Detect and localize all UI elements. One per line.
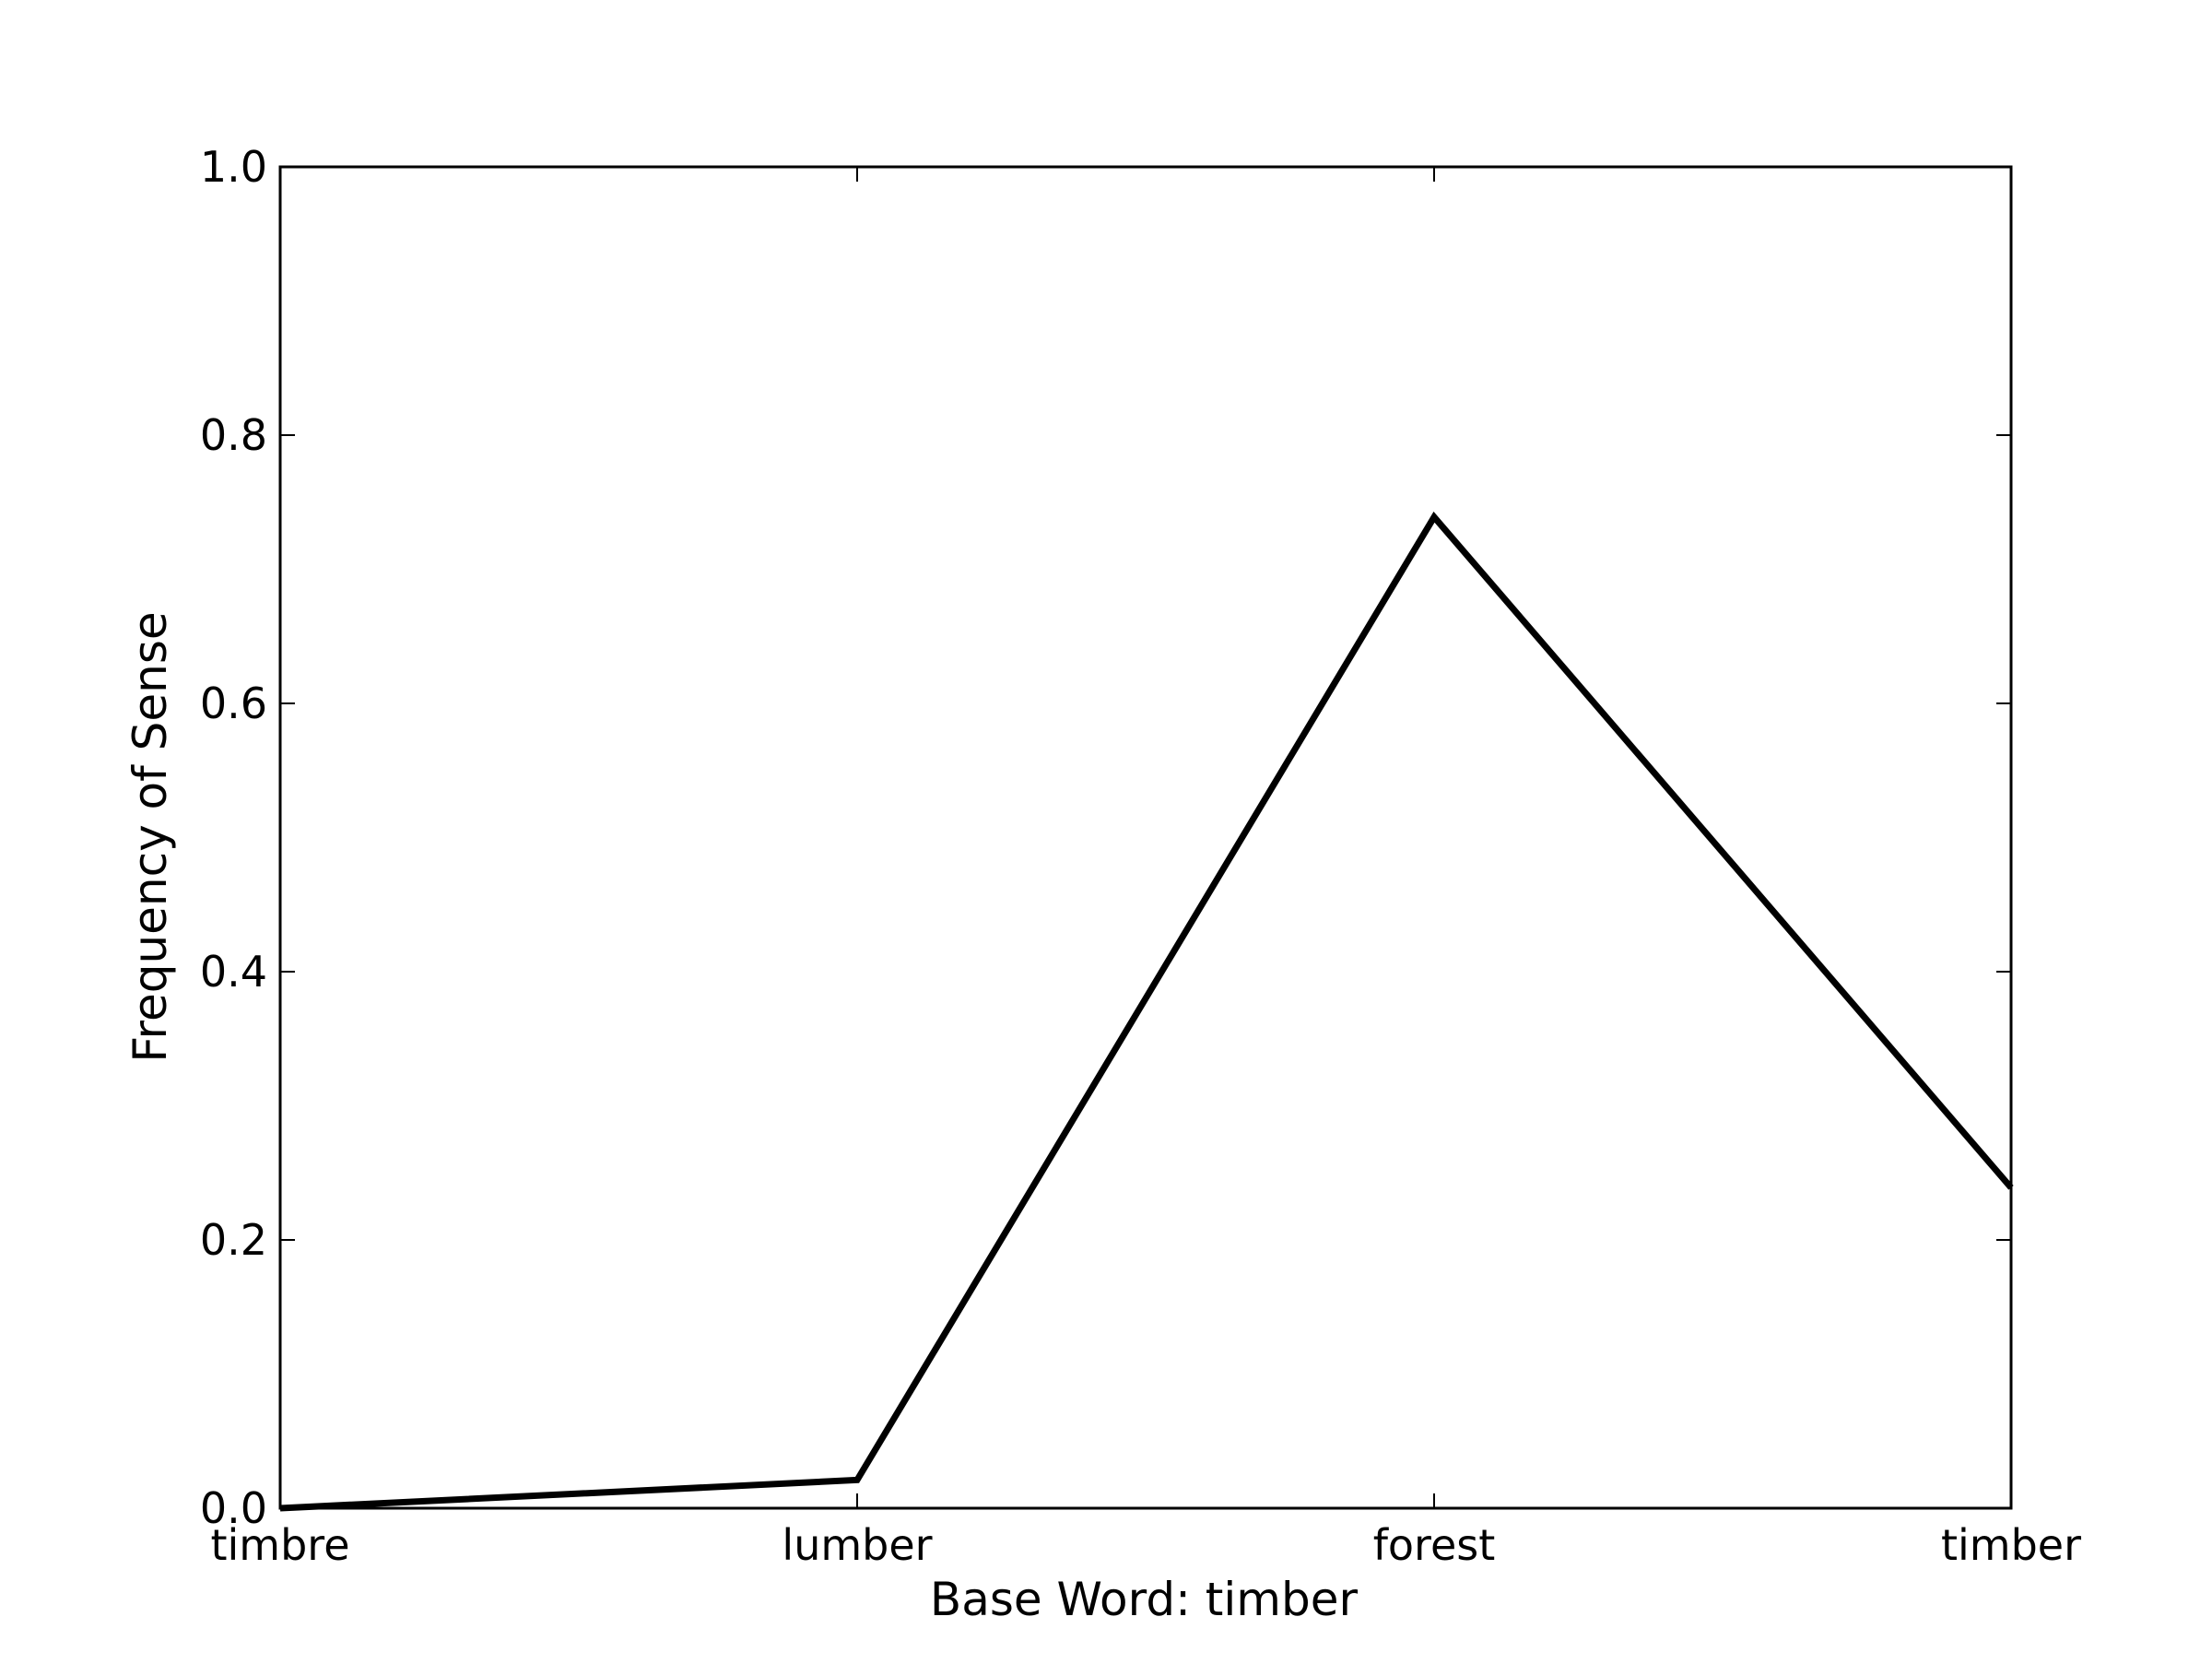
y-tick-label: 0.4 bbox=[200, 947, 267, 997]
series-line-0 bbox=[279, 511, 2014, 1512]
y-tick-label: 0.8 bbox=[200, 410, 267, 460]
x-tick-label: timbre bbox=[210, 1520, 349, 1570]
x-tick-label: timber bbox=[1941, 1520, 2081, 1570]
x-tick-label: forest bbox=[1373, 1520, 1496, 1570]
x-tick-label: lumber bbox=[782, 1520, 932, 1570]
y-tick-label: 1.0 bbox=[200, 142, 267, 192]
y-axis-label: Frequency of Sense bbox=[124, 611, 177, 1062]
plot-area: 0.0 0.2 0.4 0.6 0.8 1.0 timbre lumber forest timb… bbox=[200, 142, 2081, 1570]
x-axis-label: Base Word: timber bbox=[930, 1573, 1359, 1626]
y-tick-label: 0.6 bbox=[200, 679, 267, 728]
y-tick-label: 0.2 bbox=[200, 1215, 267, 1265]
y-tick-label: 0.0 bbox=[200, 1483, 267, 1533]
axes-frame bbox=[278, 165, 2013, 1510]
